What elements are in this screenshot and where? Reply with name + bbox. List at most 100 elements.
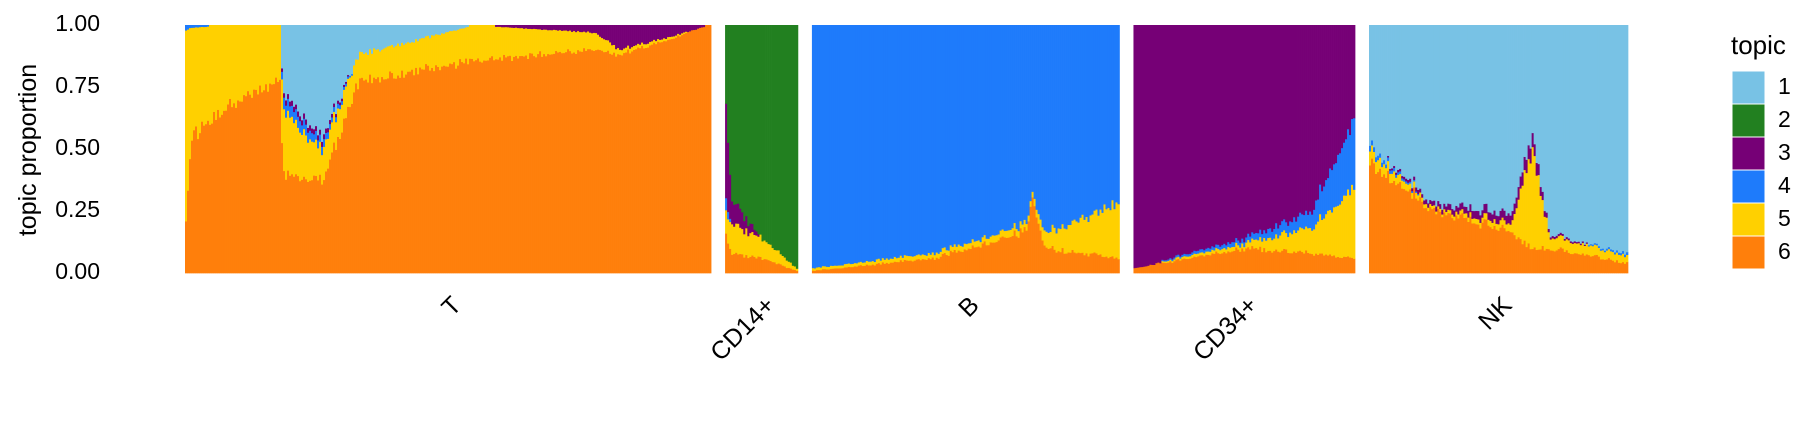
- bar-segment-topic-6: [915, 259, 919, 274]
- bar-segment-topic-6: [235, 107, 238, 274]
- bar-segment-topic-3: [1543, 210, 1547, 217]
- bar-segment-topic-6: [1553, 251, 1557, 274]
- bar-segment-topic-4: [1247, 233, 1250, 241]
- bar-segment-topic-5: [1381, 166, 1384, 177]
- bar-segment-topic-4: [891, 25, 895, 259]
- bar-segment-topic-4: [337, 103, 340, 109]
- bar-segment-topic-3: [531, 25, 534, 30]
- bar-segment-topic-4: [1399, 171, 1402, 175]
- bar-segment-topic-6: [861, 265, 865, 274]
- bar-segment-topic-6: [1577, 253, 1581, 274]
- bar-segment-topic-2: [747, 25, 750, 227]
- bar-segment-topic-6: [333, 142, 336, 274]
- bar-segment-topic-3: [1537, 163, 1541, 176]
- bar-segment-topic-5: [1369, 151, 1372, 166]
- bar-segment-topic-6: [885, 262, 889, 274]
- bar-segment-topic-6: [413, 74, 416, 274]
- bar-segment-topic-6: [1115, 257, 1118, 274]
- bar-segment-topic-4: [1303, 214, 1306, 230]
- bar-segment-topic-6: [941, 253, 945, 274]
- bar-segment-topic-5: [1225, 249, 1228, 254]
- bar-segment-topic-6: [1067, 252, 1070, 274]
- bar-segment-topic-6: [577, 49, 580, 274]
- bar-segment-topic-3: [647, 25, 650, 44]
- bar-segment-topic-6: [1047, 248, 1050, 274]
- bar-segment-topic-5: [1483, 212, 1486, 220]
- bar-segment-topic-3: [1503, 210, 1506, 221]
- bar-segment-topic-1: [1485, 25, 1488, 204]
- bar-segment-topic-5: [787, 261, 791, 268]
- bar-segment-topic-6: [991, 242, 994, 274]
- bar-segment-topic-5: [1197, 253, 1200, 257]
- bar-segment-topic-5: [859, 261, 863, 266]
- bar-segment-topic-6: [1399, 181, 1402, 274]
- bar-segment-topic-5: [1465, 213, 1468, 218]
- bar-segment-topic-4: [323, 138, 326, 147]
- bar-segment-topic-6: [669, 39, 672, 274]
- bar-segment-topic-3: [1449, 203, 1452, 211]
- bar-segment-topic-5: [1269, 237, 1272, 251]
- bar-segment-topic-6: [1545, 248, 1549, 274]
- bar-segment-topic-6: [985, 244, 988, 274]
- bar-segment-topic-6: [1177, 258, 1180, 274]
- bar-segment-topic-3: [1411, 187, 1414, 192]
- bar-segment-topic-6: [879, 264, 883, 274]
- bar-segment-topic-3: [623, 25, 626, 49]
- bar-segment-topic-5: [1431, 205, 1434, 210]
- bar-segment-topic-1: [1591, 25, 1595, 245]
- bar-segment-topic-5: [1383, 163, 1386, 175]
- bar-segment-topic-4: [1309, 211, 1312, 229]
- bar-segment-topic-6: [1275, 249, 1278, 274]
- bar-segment-topic-1: [1551, 25, 1555, 237]
- bar-segment-topic-5: [431, 34, 434, 69]
- bar-segment-topic-5: [361, 51, 364, 78]
- bar-segment-topic-4: [1383, 159, 1386, 165]
- bar-segment-topic-3: [1489, 212, 1492, 221]
- bar-segment-topic-4: [1049, 25, 1052, 232]
- bar-segment-topic-5: [503, 26, 506, 55]
- bar-segment-topic-5: [823, 265, 827, 270]
- bar-segment-topic-6: [977, 246, 981, 274]
- bar-segment-topic-3: [665, 25, 668, 39]
- bar-segment-topic-4: [1229, 243, 1232, 248]
- bar-segment-topic-5: [1099, 209, 1102, 255]
- bar-segment-topic-5: [861, 262, 865, 267]
- bar-segment-topic-5: [1107, 207, 1110, 259]
- bar-segment-topic-5: [731, 224, 734, 255]
- bar-segment-topic-4: [1099, 25, 1102, 210]
- bar-segment-topic-5: [945, 249, 949, 255]
- bar-segment-topic-4: [347, 76, 350, 79]
- bar-segment-topic-6: [1409, 189, 1412, 274]
- bar-segment-topic-5: [1063, 228, 1066, 254]
- bar-segment-topic-5: [211, 25, 214, 124]
- bar-segment-topic-5: [429, 37, 432, 71]
- bar-segment-topic-5: [533, 28, 536, 57]
- bar-segment-topic-5: [459, 28, 462, 60]
- bar-segment-topic-4: [1231, 241, 1234, 248]
- bar-segment-topic-6: [527, 58, 530, 274]
- bar-segment-topic-1: [1373, 25, 1376, 148]
- bar-segment-topic-3: [1263, 25, 1266, 231]
- bar-segment-topic-3: [1539, 186, 1543, 196]
- bar-segment-topic-6: [955, 252, 959, 274]
- bar-segment-topic-6: [1467, 221, 1470, 274]
- bar-segment-topic-5: [369, 48, 372, 75]
- bar-segment-topic-3: [1335, 25, 1338, 164]
- bar-segment-topic-4: [1293, 216, 1296, 231]
- bar-segment-topic-4: [297, 116, 300, 128]
- bar-segment-topic-6: [1385, 177, 1388, 274]
- bar-segment-topic-5: [1043, 230, 1046, 246]
- bar-segment-topic-5: [1179, 258, 1182, 261]
- bar-segment-topic-6: [867, 265, 871, 274]
- bar-segment-topic-3: [1273, 25, 1276, 230]
- bar-segment-topic-3: [1571, 241, 1575, 244]
- bar-segment-topic-4: [1289, 221, 1292, 233]
- bar-segment-topic-6: [375, 78, 378, 274]
- bar-segment-topic-3: [1401, 175, 1404, 179]
- bar-segment-topic-1: [1557, 25, 1561, 235]
- bar-segment-topic-3: [1187, 25, 1190, 255]
- bar-segment-topic-1: [1617, 25, 1621, 253]
- bar-segment-topic-5: [1165, 261, 1168, 264]
- bar-segment-topic-6: [309, 180, 312, 274]
- bar-segment-topic-6: [405, 74, 408, 274]
